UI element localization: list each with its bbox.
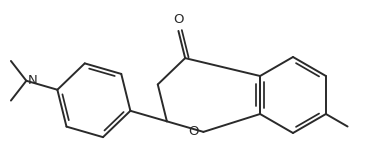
Text: N: N xyxy=(27,74,37,87)
Text: O: O xyxy=(188,125,198,138)
Text: O: O xyxy=(173,13,184,26)
